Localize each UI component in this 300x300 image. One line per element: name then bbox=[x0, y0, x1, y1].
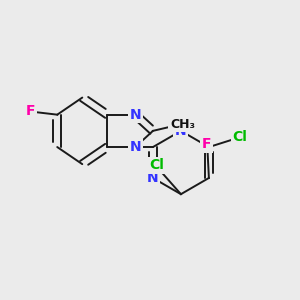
Text: F: F bbox=[26, 104, 35, 118]
Text: Cl: Cl bbox=[232, 130, 247, 144]
Text: F: F bbox=[202, 137, 211, 151]
Text: N: N bbox=[130, 140, 141, 154]
Text: N: N bbox=[147, 171, 159, 185]
Text: CH₃: CH₃ bbox=[170, 118, 195, 131]
Text: N: N bbox=[130, 108, 141, 122]
Text: N: N bbox=[175, 124, 187, 138]
Text: Cl: Cl bbox=[149, 158, 164, 172]
